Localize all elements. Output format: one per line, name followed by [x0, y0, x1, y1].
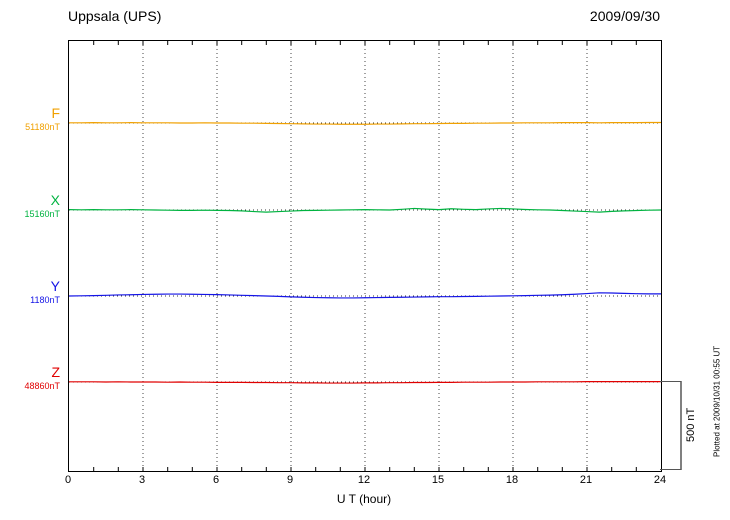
series-letter-z: Z: [51, 364, 60, 380]
series-label-z: Z 48860nT: [0, 365, 62, 392]
x-tick-label: 21: [579, 474, 593, 486]
series-baseline-value-f: 51180nT: [25, 122, 60, 132]
station-title: Uppsala (UPS): [68, 8, 162, 24]
series-letter-y: Y: [50, 278, 60, 294]
x-tick-label: 0: [64, 474, 72, 486]
series-baseline-value-y: 1180nT: [30, 295, 60, 305]
x-tick-label: 24: [653, 474, 667, 486]
scale-bar: [660, 381, 682, 470]
x-tick-label: 3: [138, 474, 146, 486]
x-tick-label: 18: [505, 474, 519, 486]
scale-bar-label: 500 nT: [685, 407, 697, 443]
series-baseline-value-x: 15160nT: [24, 209, 60, 219]
x-tick-label: 15: [431, 474, 445, 486]
series-letter-f: F: [51, 105, 60, 121]
x-tick-label: 9: [286, 474, 294, 486]
x-tick-label: 6: [212, 474, 220, 486]
plot-date: 2009/09/30: [589, 8, 660, 24]
plot-svg: [69, 41, 661, 471]
series-baseline-value-z: 48860nT: [24, 381, 60, 391]
x-axis-label: U T (hour): [336, 492, 392, 506]
plot-area: [68, 40, 662, 472]
series-label-y: Y 1180nT: [0, 279, 62, 306]
series-letter-x: X: [50, 192, 60, 208]
series-label-x: X 15160nT: [0, 193, 62, 220]
plotted-at-note: Plotted at 2009/10/31 00:55 UT: [712, 345, 722, 457]
series-label-f: F 51180nT: [0, 106, 62, 133]
x-tick-label: 12: [357, 474, 371, 486]
